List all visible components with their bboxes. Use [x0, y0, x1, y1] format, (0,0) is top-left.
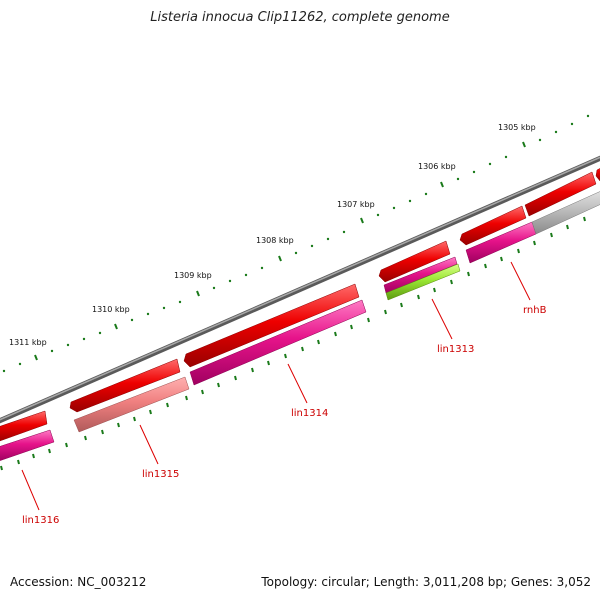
gene-forward-6[interactable]	[524, 171, 597, 217]
gene-reverse-lin1314[interactable]	[189, 299, 367, 386]
tick-label-1305: 1305 kbp	[498, 123, 536, 132]
tick-label-1310: 1310 kbp	[92, 305, 130, 314]
gene-other[interactable]	[531, 187, 600, 235]
leader-rnhB	[510, 261, 531, 301]
tick-label-1307: 1307 kbp	[337, 200, 375, 209]
tick-label-1309: 1309 kbp	[174, 271, 212, 280]
gene-rna-lin1313[interactable]	[385, 263, 461, 301]
leader-lin1315	[139, 424, 159, 465]
tick-major-marks	[34, 141, 526, 361]
gene-forward-4[interactable]	[378, 240, 451, 283]
tick-label-1306: 1306 kbp	[418, 162, 456, 171]
gene-label-lin1313[interactable]: lin1313	[437, 344, 474, 355]
gene-forward-3[interactable]	[183, 283, 360, 368]
forward-strand-genes	[0, 163, 600, 442]
gene-forward-1[interactable]	[0, 410, 48, 442]
leader-lin1313	[431, 298, 453, 340]
gene-label-lin1316[interactable]: lin1316	[22, 515, 59, 526]
leader-lin1316	[21, 469, 40, 511]
reverse-strand-genes	[0, 187, 600, 461]
gene-leader-lines	[21, 261, 531, 511]
gene-label-lin1315[interactable]: lin1315	[142, 469, 179, 480]
gene-forward-2[interactable]	[69, 358, 181, 413]
gene-label-lin1314[interactable]: lin1314	[291, 408, 328, 419]
accession-label: Accession: NC_003212	[10, 575, 147, 589]
gene-pseudo-lin1315[interactable]	[73, 376, 190, 433]
genome-title: Listeria innocua Clip11262, complete gen…	[150, 10, 450, 25]
genome-backbone-highlight	[0, 156, 600, 421]
tick-label-1311: 1311 kbp	[9, 338, 47, 347]
genome-backbone	[0, 155, 600, 424]
tick-scale	[2, 114, 590, 373]
gene-label-rnhB[interactable]: rnhB	[523, 305, 547, 316]
tick-minor-dots	[2, 114, 590, 373]
gene-forward-7[interactable]	[595, 163, 600, 182]
inner-tick-arc	[0, 216, 586, 471]
genome-summary: Topology: circular; Length: 3,011,208 bp…	[261, 575, 591, 589]
leader-lin1314	[287, 363, 308, 404]
gene-reverse-lin1316[interactable]	[0, 429, 55, 461]
gene-reverse-lin1313[interactable]	[383, 256, 458, 294]
tick-label-1308: 1308 kbp	[256, 236, 294, 245]
gene-forward-5[interactable]	[459, 205, 527, 246]
